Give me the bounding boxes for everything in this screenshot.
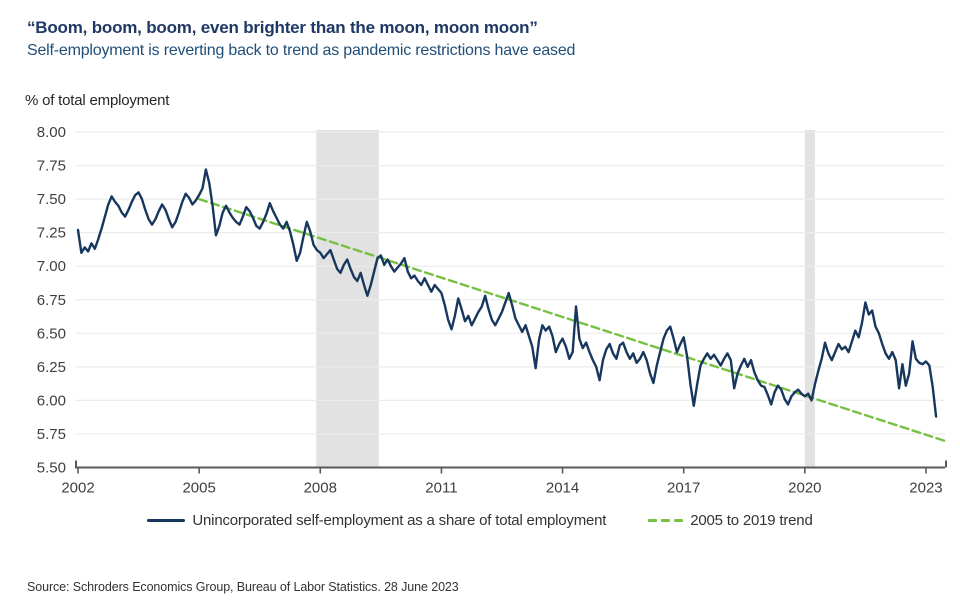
legend-item-selfemployment: Unincorporated self-employment as a shar…	[147, 512, 606, 529]
svg-text:2020: 2020	[788, 480, 821, 497]
svg-text:2011: 2011	[425, 480, 457, 497]
svg-text:2008: 2008	[304, 480, 337, 497]
svg-text:5.50: 5.50	[37, 460, 66, 477]
svg-text:8.00: 8.00	[37, 124, 66, 141]
svg-text:7.25: 7.25	[37, 225, 66, 242]
page-title: “Boom, boom, boom, even brighter than th…	[27, 18, 538, 37]
svg-text:2002: 2002	[61, 480, 94, 497]
green-dashed-swatch-icon	[648, 519, 684, 522]
svg-text:2005: 2005	[182, 480, 215, 497]
svg-text:2014: 2014	[546, 480, 579, 497]
svg-text:6.50: 6.50	[37, 325, 66, 342]
svg-text:7.75: 7.75	[37, 158, 66, 175]
page-subtitle: Self-employment is reverting back to tre…	[27, 42, 576, 59]
svg-text:7.50: 7.50	[37, 191, 66, 208]
chart-legend: Unincorporated self-employment as a shar…	[0, 512, 960, 529]
svg-text:2023: 2023	[909, 480, 942, 497]
svg-text:2017: 2017	[667, 480, 700, 497]
legend-item-trend: 2005 to 2019 trend	[648, 512, 813, 529]
svg-text:7.00: 7.00	[37, 258, 66, 275]
navy-line-swatch-icon	[147, 519, 186, 522]
legend-label-trend: 2005 to 2019 trend	[690, 512, 813, 529]
svg-text:6.75: 6.75	[37, 292, 66, 309]
legend-label-selfemployment: Unincorporated self-employment as a shar…	[192, 512, 607, 529]
source-note: Source: Schroders Economics Group, Burea…	[27, 580, 459, 594]
svg-text:6.25: 6.25	[37, 359, 66, 376]
svg-text:6.00: 6.00	[37, 392, 66, 409]
svg-text:5.75: 5.75	[37, 426, 66, 443]
y-axis-unit-label: % of total employment	[25, 92, 170, 109]
